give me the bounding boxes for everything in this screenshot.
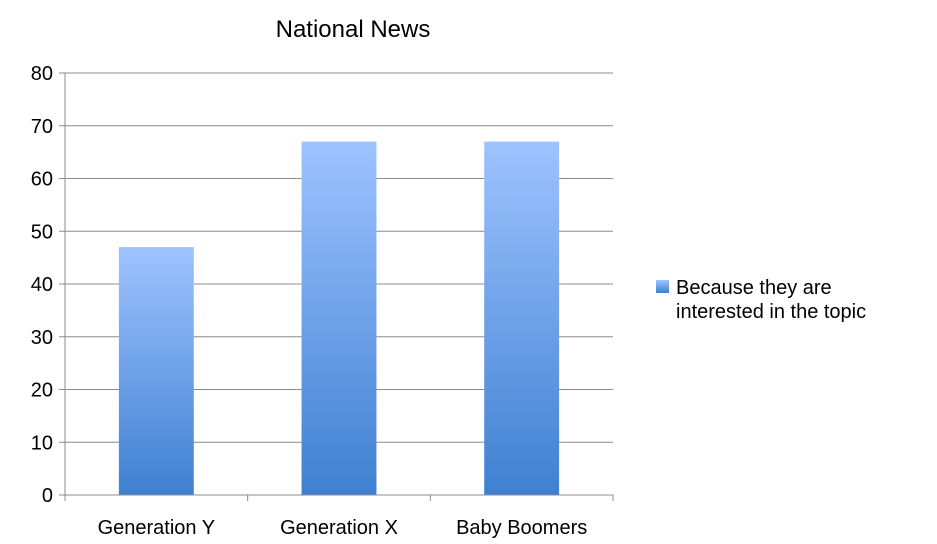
- bar: [118, 247, 194, 495]
- y-tick-label: 70: [31, 116, 53, 138]
- bar: [301, 141, 377, 495]
- chart-title: National News: [276, 16, 431, 43]
- y-tick-label: 0: [42, 485, 53, 507]
- legend-label-line-2: interested in the topic: [676, 301, 866, 323]
- x-tick-label: Generation X: [280, 517, 398, 539]
- bars: [118, 141, 560, 495]
- y-tick-label: 30: [31, 327, 53, 349]
- y-tick-label: 50: [31, 221, 53, 243]
- x-tick-label: Generation Y: [98, 517, 216, 539]
- legend-label: Because they are interested in the topic: [676, 277, 866, 323]
- axes: 0 10 20 30 40 50 60 70 80 Generation Y Generation …: [31, 63, 614, 539]
- x-tick-label: Baby Boomers: [456, 517, 587, 539]
- y-tick-label: 60: [31, 169, 53, 191]
- legend-swatch: [656, 280, 669, 293]
- legend: Because they are interested in the topic: [656, 277, 866, 323]
- y-tick-label: 20: [31, 380, 53, 402]
- y-tick-label: 10: [31, 432, 53, 454]
- y-tick-label: 80: [31, 63, 53, 85]
- y-tick-label: 40: [31, 274, 53, 296]
- bar: [484, 141, 560, 495]
- legend-label-line-1: Because they are: [676, 277, 832, 299]
